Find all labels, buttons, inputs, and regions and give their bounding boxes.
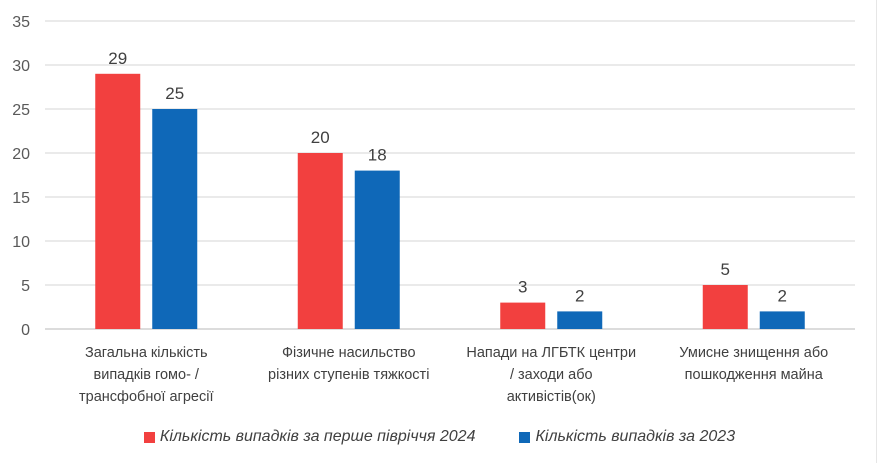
- y-tick-label: 5: [21, 278, 30, 295]
- x-tick-label: Фізичне насильство різних ступенів тяжкос…: [249, 342, 449, 386]
- x-tick-label-line: пошкодження майна: [684, 367, 823, 383]
- x-tick-label-line: випадків гомо- /: [93, 367, 199, 383]
- legend-item-2023: Кількість випадків за 2023: [519, 428, 735, 446]
- y-tick-label: 10: [12, 234, 30, 251]
- x-tick-label: Умисне знищення або пошкодження майна: [654, 342, 854, 386]
- bar-2024: [95, 73, 141, 329]
- data-label: 3: [518, 278, 527, 297]
- y-tick-label: 20: [12, 146, 30, 163]
- bar-2023: [759, 311, 805, 329]
- legend: Кількість випадків за перше півріччя 202…: [0, 428, 879, 446]
- x-tick-label-line: Напади на ЛГБТК центри: [466, 345, 637, 361]
- y-tick-label: 35: [12, 14, 30, 31]
- x-tick-label: Напади на ЛГБТК центри / заходи або активі…: [451, 342, 651, 408]
- bar-2023: [152, 109, 198, 329]
- data-label: 5: [721, 260, 730, 279]
- data-label: 20: [311, 128, 330, 147]
- x-tick-label-line: Фізичне насильство: [281, 345, 416, 361]
- data-label: 29: [108, 49, 127, 68]
- x-tick-label-line: різних ступенів тяжкості: [268, 367, 430, 383]
- x-tick-label-line: Загальна кількість: [84, 345, 208, 361]
- data-label: 18: [368, 146, 387, 165]
- y-tick-label: 30: [12, 58, 30, 75]
- x-tick-label-line: Умисне знищення або: [679, 345, 829, 361]
- chart-border: [876, 0, 877, 463]
- y-tick-label: 0: [21, 322, 30, 339]
- x-tick-label: Загальна кількість випадків гомо- / трансф…: [46, 342, 246, 408]
- legend-swatch: [143, 431, 155, 443]
- legend-item-2024: Кількість випадків за перше півріччя 202…: [143, 428, 476, 446]
- bar-2023: [557, 311, 603, 329]
- bar-2024: [702, 285, 748, 329]
- data-label: 2: [575, 286, 584, 305]
- legend-label: Кількість випадків за 2023: [535, 428, 736, 445]
- bar-2023: [354, 170, 400, 329]
- x-tick-label-line: / заходи або: [509, 367, 593, 383]
- data-label: 2: [778, 286, 787, 305]
- bar-2024: [297, 153, 343, 329]
- legend-label: Кількість випадків за перше півріччя 202…: [159, 428, 476, 445]
- bar-2024: [500, 302, 546, 329]
- y-tick-label: 15: [12, 190, 30, 207]
- x-tick-label-line: трансфобної агресії: [79, 389, 214, 405]
- x-tick-label-line: активістів(ок): [506, 389, 596, 405]
- y-tick-label: 25: [12, 102, 30, 119]
- legend-swatch: [519, 431, 531, 443]
- data-label: 25: [165, 84, 184, 103]
